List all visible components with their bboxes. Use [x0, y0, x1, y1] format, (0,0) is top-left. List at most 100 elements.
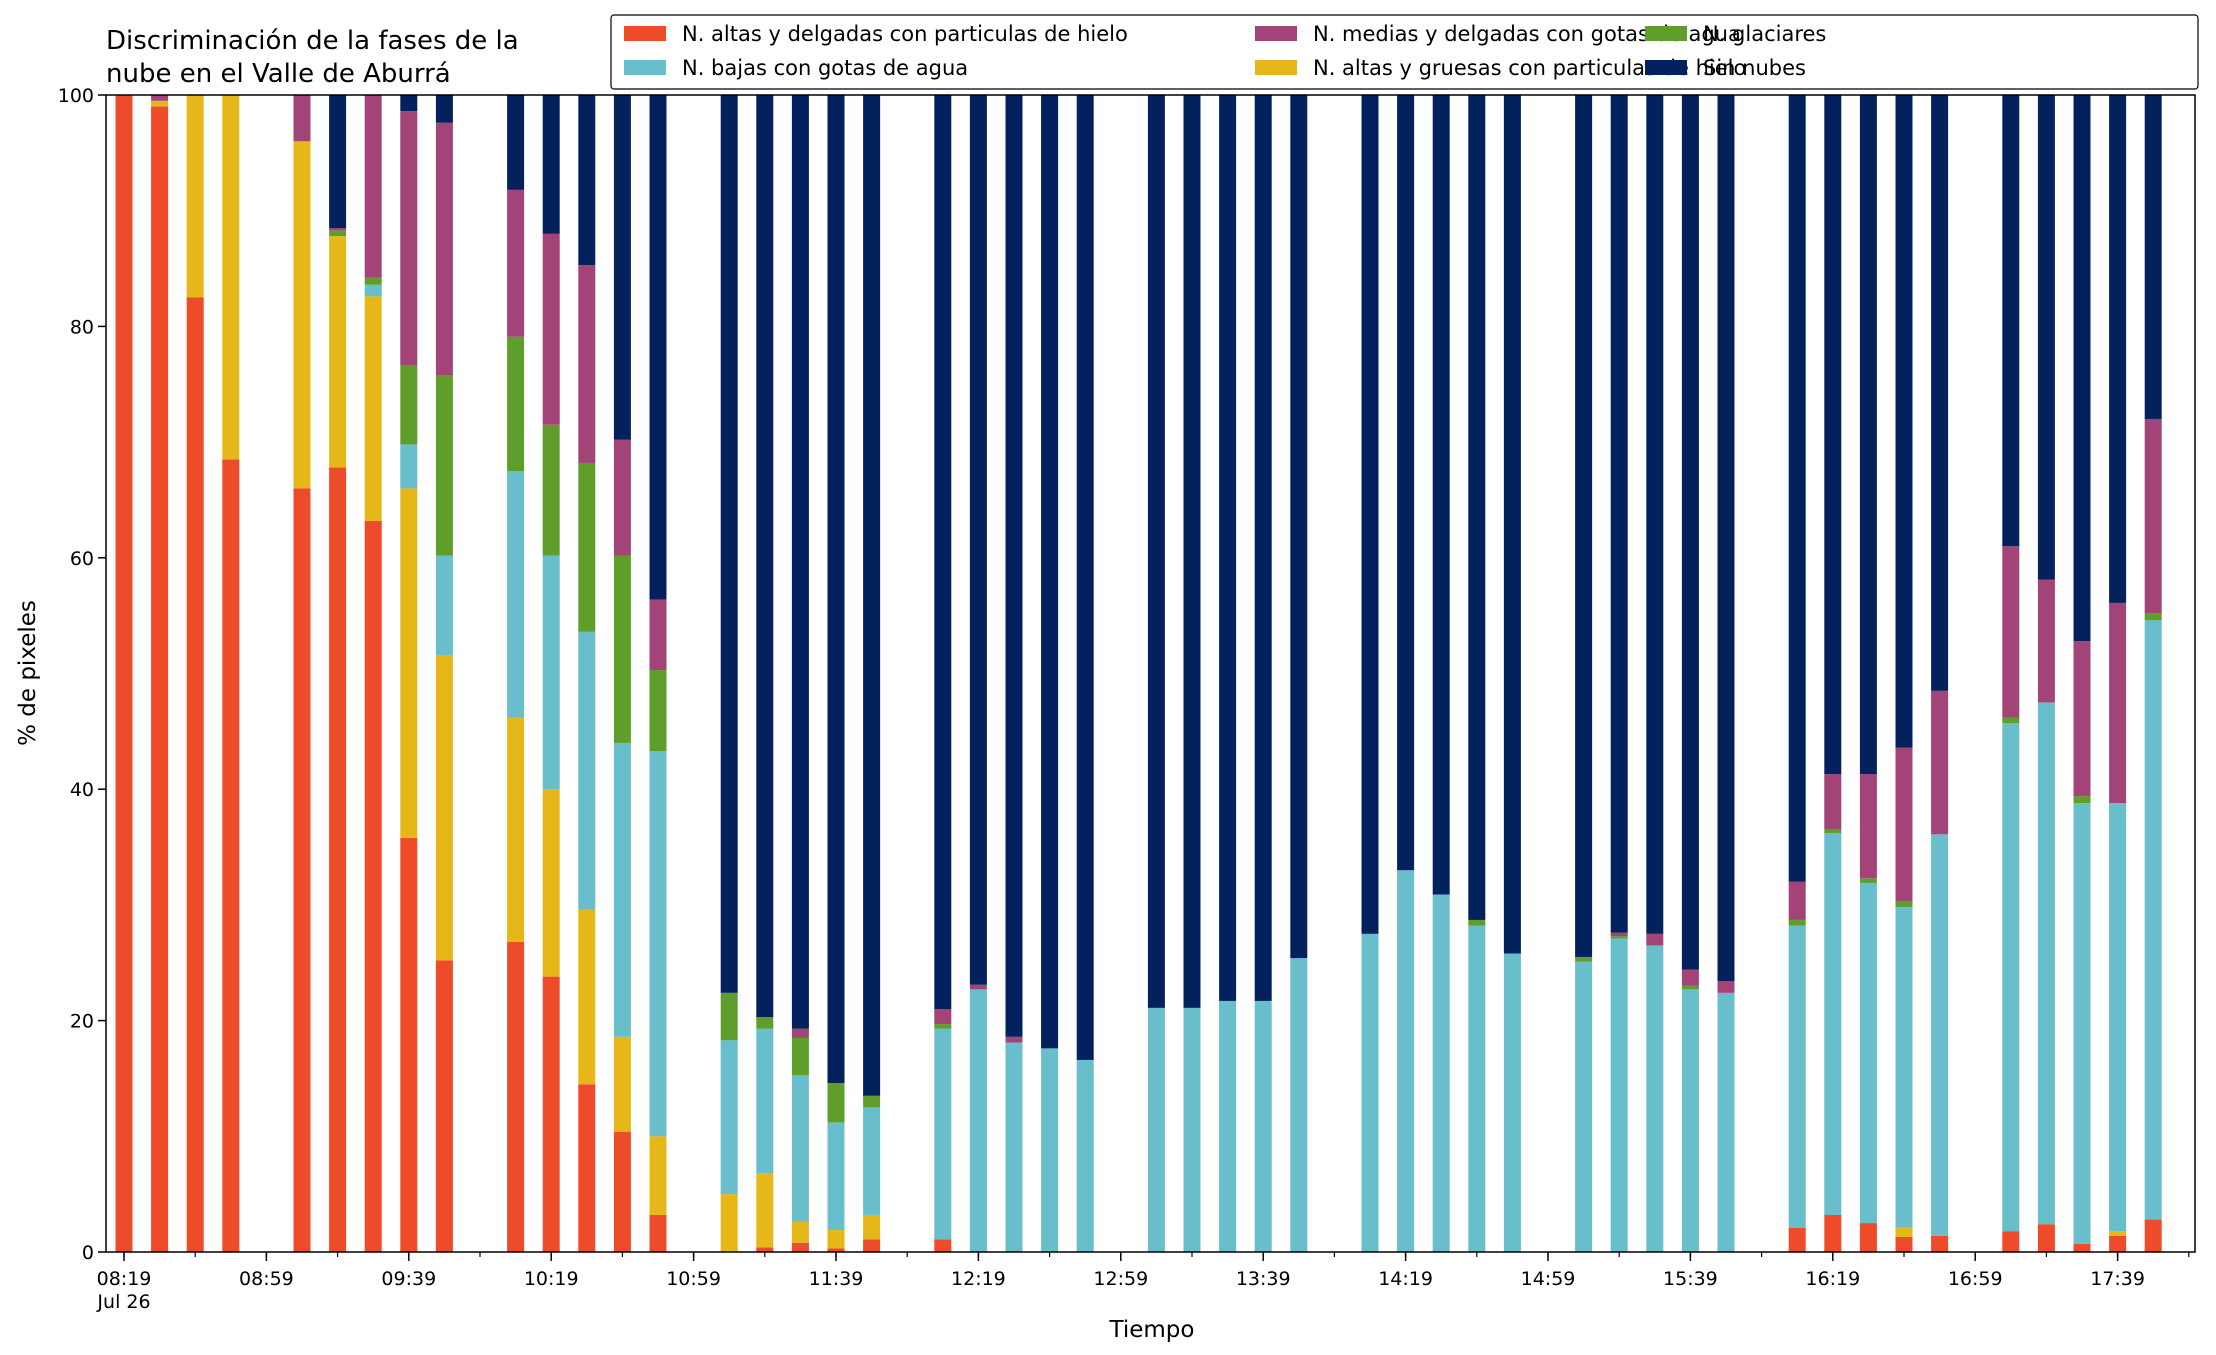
bar-segment: [435, 374, 453, 556]
bar-segment: [507, 941, 525, 1252]
bar-segment: [1575, 956, 1593, 962]
bar-segment: [1788, 881, 1806, 920]
bar-segment: [613, 1036, 631, 1132]
x-tick-label: 11:39: [809, 1268, 864, 1290]
bar-segment: [2109, 95, 2127, 603]
bar-segment: [2144, 1219, 2162, 1252]
bar-segment: [1397, 870, 1415, 1252]
bar-segment: [1290, 958, 1308, 1252]
bar-segment: [400, 444, 418, 489]
chart-title-line-1: Discriminación de la fases de la: [106, 26, 519, 56]
bar-segment: [2037, 95, 2055, 580]
bar-segment: [649, 1214, 667, 1252]
bar-segment: [329, 236, 347, 468]
bar-segment: [649, 599, 667, 671]
bar-segment: [827, 95, 845, 1084]
bar-segment: [435, 960, 453, 1252]
bar-segment: [863, 1095, 881, 1108]
bar-segment: [613, 1131, 631, 1252]
bar-segment: [1824, 833, 1842, 1215]
bar-segment: [578, 462, 596, 632]
bar-segment: [1147, 1007, 1165, 1252]
bar-stack-1229: [1005, 95, 1023, 1252]
bar-segment: [329, 95, 347, 229]
bar-segment: [507, 471, 525, 718]
bar-segment: [1610, 95, 1628, 933]
bar-segment: [1931, 690, 1949, 835]
bar-stack-0839: [186, 95, 204, 1253]
bar-segment: [1397, 95, 1415, 871]
bar-segment: [969, 95, 987, 985]
bar-segment: [1931, 1235, 1949, 1252]
bar-segment: [222, 459, 240, 1252]
bar-segment: [1468, 95, 1486, 920]
bar-segment: [1788, 919, 1806, 926]
bar-segment: [934, 1028, 952, 1240]
bar-segment: [1681, 985, 1699, 990]
legend: N. altas y delgadas con particulas de hi…: [610, 14, 2199, 90]
bar-segment: [649, 1136, 667, 1215]
bar-segment: [1005, 1036, 1023, 1043]
bar-segment: [649, 751, 667, 1137]
x-tick-label: 14:59: [1521, 1268, 1576, 1290]
chart-title-line-2: nube en el Valle de Aburrá: [106, 59, 451, 89]
bar-segment: [827, 1230, 845, 1249]
bar-segment: [1646, 95, 1664, 934]
bar-segment: [2073, 641, 2091, 797]
bar-segment: [186, 95, 204, 298]
bar-segment: [1717, 992, 1735, 1252]
legend-item: N. bajas con gotas de agua: [624, 56, 968, 80]
bar-segment: [507, 189, 525, 337]
bar-stack-1019: [542, 95, 560, 1252]
bar-segment: [1361, 933, 1379, 1252]
bar-segment: [2037, 579, 2055, 703]
bar-segment: [2144, 613, 2162, 621]
bar-segment: [1895, 1227, 1913, 1237]
y-tick-label: 0: [82, 1242, 94, 1264]
bar-stack-1529: [1646, 95, 1664, 1252]
bar-segment: [1646, 945, 1664, 1252]
x-tick-date-label: Jul 26: [96, 1291, 150, 1313]
bar-segment: [2109, 1231, 2127, 1236]
legend-box: [610, 14, 2199, 90]
bar-segment: [2073, 803, 2091, 1244]
bar-stack-1219: [969, 95, 987, 1252]
bar-segment: [1895, 907, 1913, 1228]
bar-stack-1729: [2073, 95, 2091, 1252]
y-tick-label: 80: [70, 316, 94, 338]
bar-segment: [435, 122, 453, 376]
bar-stack-0929: [364, 95, 382, 1252]
bar-segment: [578, 265, 596, 463]
bar-stack-1409: [1361, 95, 1379, 1252]
bar-stack-1349: [1290, 95, 1308, 1252]
bar-segment: [1503, 953, 1521, 1252]
bar-stack-0949: [435, 95, 453, 1252]
bar-segment: [827, 1248, 845, 1252]
bar-segment: [1895, 95, 1913, 748]
bar-segment: [756, 1028, 774, 1174]
bar-segment: [1432, 95, 1450, 895]
bar-segment: [934, 1009, 952, 1025]
bar-stack-1709: [2002, 95, 2020, 1252]
bar-segment: [1361, 95, 1379, 934]
bar-segment: [578, 909, 596, 1085]
bar-segment: [613, 555, 631, 743]
bar-stack-1639: [1895, 95, 1913, 1252]
bar-segment: [756, 1247, 774, 1252]
bar-stack-1239: [1041, 95, 1059, 1252]
bar-segment: [2073, 1243, 2091, 1252]
bar-segment: [329, 228, 347, 231]
bar-segment: [2002, 95, 2020, 547]
bar-segment: [1859, 1223, 1877, 1252]
bar-segment: [863, 1239, 881, 1252]
bar-segment: [1895, 901, 1913, 908]
bar-stack-0939: [400, 95, 418, 1252]
bar-stack-1139: [827, 95, 845, 1252]
bar-segment: [613, 742, 631, 1037]
bar-segment: [1503, 95, 1521, 954]
bar-segment: [1824, 829, 1842, 834]
bar-segment: [1788, 1227, 1806, 1252]
bar-segment: [1076, 1059, 1094, 1252]
x-axis-label: Tiempo: [1109, 1317, 1195, 1343]
